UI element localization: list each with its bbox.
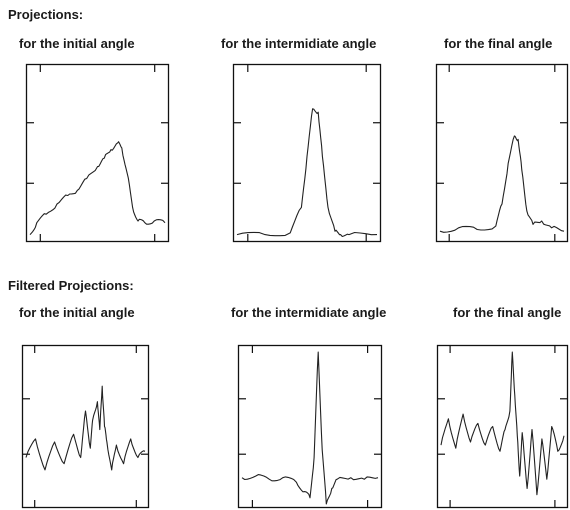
plot-filtered-intermediate — [237, 344, 383, 509]
series-line — [25, 385, 146, 471]
series-line — [236, 108, 378, 238]
plot-frame — [435, 63, 569, 243]
series-line — [440, 351, 565, 496]
caption-projection-initial: for the initial angle — [19, 36, 135, 51]
plot-projection-final — [435, 63, 569, 243]
plot-frame — [25, 63, 170, 243]
plot-frame — [232, 63, 382, 243]
plot-frame — [21, 344, 150, 509]
caption-projection-intermediate: for the intermidiate angle — [221, 36, 377, 51]
plot-projection-initial — [25, 63, 170, 243]
series-line — [439, 135, 565, 233]
caption-projection-final: for the final angle — [444, 36, 553, 51]
plot-filtered-initial — [21, 344, 150, 509]
caption-filtered-initial: for the initial angle — [19, 305, 135, 320]
filtered-projections-heading: Filtered Projections: — [8, 278, 134, 293]
caption-filtered-final: for the final angle — [453, 305, 562, 320]
projections-heading: Projections: — [8, 7, 84, 22]
series-line — [29, 141, 166, 235]
plot-filtered-final — [436, 344, 569, 509]
caption-filtered-intermediate: for the intermidiate angle — [231, 305, 387, 320]
plot-frame — [436, 344, 569, 509]
plot-frame — [237, 344, 383, 509]
series-line — [241, 351, 379, 505]
plot-projection-intermediate — [232, 63, 382, 243]
